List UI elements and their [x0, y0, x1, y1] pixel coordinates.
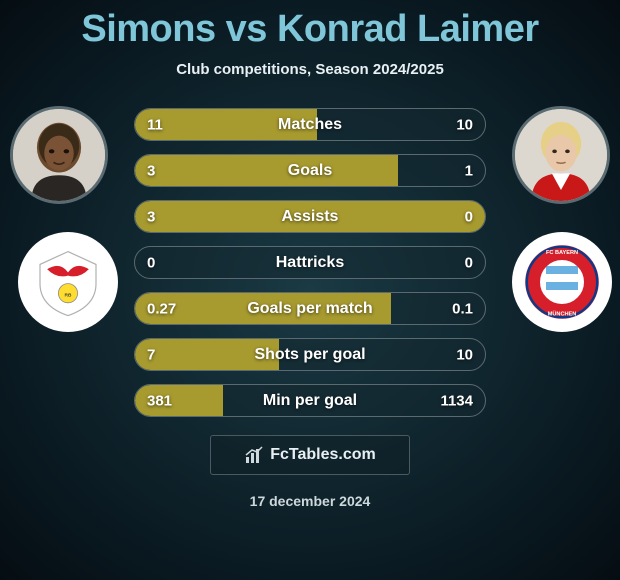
player-right-avatar [512, 106, 610, 204]
stat-value-right: 1 [465, 162, 473, 179]
stat-value-right: 0 [465, 208, 473, 225]
page-subtitle: Club competitions, Season 2024/2025 [0, 61, 620, 78]
stat-row: 381Min per goal1134 [134, 384, 486, 417]
date-text: 17 december 2024 [0, 493, 620, 509]
stat-label: Hattricks [135, 254, 485, 272]
stat-label: Goals per match [135, 300, 485, 318]
svg-text:FC BAYERN: FC BAYERN [546, 250, 578, 256]
stat-row: 11Matches10 [134, 108, 486, 141]
page-title: Simons vs Konrad Laimer [0, 0, 620, 51]
stats-bars: 11Matches103Goals13Assists00Hattricks00.… [134, 106, 486, 417]
stat-row: 7Shots per goal10 [134, 338, 486, 371]
stat-row: 0Hattricks0 [134, 246, 486, 279]
brand-text: FcTables.com [270, 446, 376, 464]
brand-chart-icon [244, 445, 264, 465]
stat-row: 3Goals1 [134, 154, 486, 187]
stat-value-right: 10 [456, 116, 473, 133]
player-left-avatar [10, 106, 108, 204]
comparison-panel: RB FC BAYERN MÜNCHEN 11Matches10 3Goals1 3… [0, 106, 620, 417]
stat-label: Matches [135, 116, 485, 134]
club-right-logo: FC BAYERN MÜNCHEN [512, 232, 612, 332]
stat-value-right: 1134 [440, 392, 473, 409]
svg-text:RB: RB [65, 292, 72, 298]
stat-label: Goals [135, 162, 485, 180]
stat-label: Shots per goal [135, 346, 485, 364]
stat-label: Assists [135, 208, 485, 226]
stat-row: 0.27Goals per match0.1 [134, 292, 486, 325]
stat-row: 3Assists0 [134, 200, 486, 233]
brand-badge[interactable]: FcTables.com [210, 435, 410, 475]
stat-value-right: 10 [456, 346, 473, 363]
stat-value-right: 0 [465, 254, 473, 271]
stat-value-right: 0.1 [452, 300, 473, 317]
stat-label: Min per goal [135, 392, 485, 410]
svg-text:MÜNCHEN: MÜNCHEN [548, 311, 577, 318]
club-left-logo: RB [18, 232, 118, 332]
